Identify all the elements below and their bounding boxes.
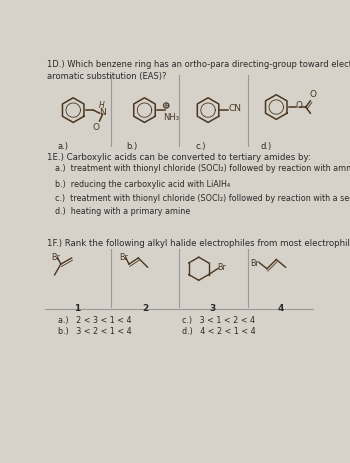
Text: c.)  treatment with thionyl chloride (SOCl₂) followed by reaction with a seconda: c.) treatment with thionyl chloride (SOC… (55, 193, 350, 202)
Text: 4: 4 (278, 304, 284, 313)
Text: a.)  treatment with thionyl chloride (SOCl₂) followed by reaction with ammonia.: a.) treatment with thionyl chloride (SOC… (55, 164, 350, 173)
Text: c.)   3 < 1 < 2 < 4: c.) 3 < 1 < 2 < 4 (182, 315, 255, 324)
Text: b.)  reducing the carboxylic acid with LiAlH₄: b.) reducing the carboxylic acid with Li… (55, 179, 230, 188)
Text: a.)   2 < 3 < 1 < 4: a.) 2 < 3 < 1 < 4 (58, 315, 131, 324)
Text: 1E.) Carboxylic acids can be converted to tertiary amides by:: 1E.) Carboxylic acids can be converted t… (47, 152, 311, 161)
Text: Br: Br (120, 252, 128, 261)
Text: O: O (309, 90, 316, 99)
Text: d.)   4 < 2 < 1 < 4: d.) 4 < 2 < 1 < 4 (182, 326, 256, 335)
Text: d.): d.) (261, 142, 272, 150)
Text: 1D.) Which benzene ring has an ortho-para directing-group toward electrophilic
a: 1D.) Which benzene ring has an ortho-par… (47, 60, 350, 81)
Text: CN: CN (228, 103, 241, 113)
Text: NH₃: NH₃ (163, 113, 179, 121)
Text: d.)  heating with a primary amine: d.) heating with a primary amine (55, 207, 190, 216)
Text: 3: 3 (210, 304, 216, 313)
Text: 1F.) Rank the following alkyl halide electrophiles from most electrophilic to le: 1F.) Rank the following alkyl halide ele… (47, 238, 350, 247)
Text: H: H (99, 101, 105, 110)
Text: O: O (296, 101, 303, 110)
Text: O: O (92, 123, 99, 132)
Text: b.)   3 < 2 < 1 < 4: b.) 3 < 2 < 1 < 4 (58, 326, 131, 335)
Text: Br: Br (51, 252, 60, 261)
Text: 2: 2 (142, 304, 148, 313)
Text: b.): b.) (127, 142, 138, 150)
Text: c.): c.) (196, 142, 206, 150)
Text: 1: 1 (74, 304, 80, 313)
Text: N: N (99, 108, 106, 117)
Text: Br: Br (217, 263, 226, 272)
Text: Br: Br (250, 258, 259, 268)
Text: ⊕: ⊕ (163, 103, 169, 109)
Text: a.): a.) (58, 142, 69, 150)
